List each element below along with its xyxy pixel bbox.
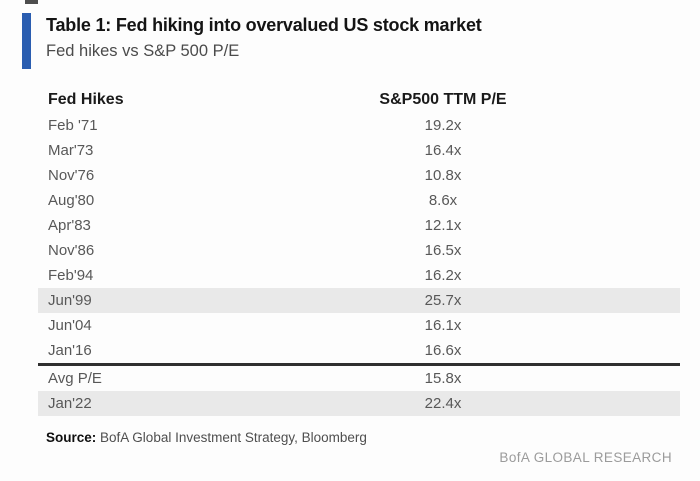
pe-value-cell: 12.1x [424, 217, 462, 234]
table-row: Avg P/E 15.8x [38, 365, 680, 392]
table-row: Nov'86 16.5x [38, 238, 680, 263]
spacer-cell [608, 163, 680, 188]
pe-value-cell: 16.2x [424, 267, 462, 284]
pe-value-cell: 16.5x [424, 242, 462, 259]
table-row: Jun'04 16.1x [38, 313, 680, 338]
fed-hike-date-cell: Aug'80 [48, 192, 95, 209]
table-row: Aug'80 8.6x [38, 188, 680, 213]
source-label: Source: [46, 430, 97, 445]
spacer-cell [608, 313, 680, 338]
spacer-cell [608, 288, 680, 313]
title-block: Table 1: Fed hiking into overvalued US s… [0, 0, 700, 61]
pe-value-cell: 25.7x [424, 292, 462, 309]
page-crop-artifact [25, 0, 38, 4]
table-header-row: Fed Hikes S&P500 TTM P/E [38, 87, 680, 113]
source-line: Source: BofA Global Investment Strategy,… [46, 430, 700, 445]
table-row: Feb '71 19.2x [38, 113, 680, 138]
pe-value-cell: 16.1x [424, 317, 462, 334]
pe-value-cell: 19.2x [424, 117, 462, 134]
fed-hike-date-cell: Feb'94 [48, 267, 94, 284]
table-row: Nov'76 10.8x [38, 163, 680, 188]
fed-hike-date-cell: Mar'73 [48, 142, 94, 159]
spacer-cell [608, 113, 680, 138]
pe-value-cell: 10.8x [424, 167, 462, 184]
pe-value-cell: 8.6x [428, 192, 458, 209]
table-row: Jun'99 25.7x [38, 288, 680, 313]
pe-value-cell: 15.8x [424, 370, 462, 387]
column-header-sp500-ttm-pe: S&P500 TTM P/E [379, 91, 507, 108]
fed-hike-date-cell: Feb '71 [48, 117, 98, 134]
fed-hike-date-cell: Jun'04 [48, 317, 92, 334]
spacer-cell [608, 263, 680, 288]
pe-value-cell: 16.4x [424, 142, 462, 159]
fed-hike-date-cell: Jan'16 [38, 338, 278, 366]
table-row: Jan'22 22.4x [38, 391, 680, 416]
spacer-cell [608, 238, 680, 263]
spacer-cell [608, 138, 680, 163]
spacer-cell [608, 213, 680, 238]
table-row: Jan'16 16.6x [38, 338, 680, 366]
fed-hike-date-cell: Jan'22 [48, 395, 92, 412]
fed-hike-date-cell: Apr'83 [48, 217, 91, 234]
pe-value-cell: 16.6x [278, 338, 608, 366]
pe-value-cell: 22.4x [424, 395, 462, 412]
table-subtitle: Fed hikes vs S&P 500 P/E [46, 42, 240, 60]
table-row: Mar'73 16.4x [38, 138, 680, 163]
source-text: BofA Global Investment Strategy, Bloombe… [100, 430, 367, 445]
bofa-global-research-brand: BofA GLOBAL RESEARCH [499, 450, 672, 465]
fed-hike-date-cell: Avg P/E [48, 370, 102, 387]
fed-hike-date-cell: Nov'86 [48, 242, 95, 259]
column-header-spacer [608, 87, 680, 113]
spacer-cell [608, 391, 680, 416]
table-body: Feb '71 19.2x Mar'73 16.4x Nov'76 10.8x … [38, 113, 680, 416]
fed-hikes-table: Fed Hikes S&P500 TTM P/E Feb '71 19.2x M… [38, 87, 680, 416]
spacer-cell [608, 365, 680, 392]
spacer-cell [608, 188, 680, 213]
title-accent-bar [22, 13, 31, 69]
table-row: Apr'83 12.1x [38, 213, 680, 238]
column-header-fed-hikes: Fed Hikes [48, 91, 124, 108]
table-row: Feb'94 16.2x [38, 263, 680, 288]
table-title: Table 1: Fed hiking into overvalued US s… [46, 15, 482, 35]
fed-hike-date-cell: Jun'99 [48, 292, 92, 309]
spacer-cell [608, 338, 680, 366]
fed-hike-date-cell: Nov'76 [48, 167, 95, 184]
